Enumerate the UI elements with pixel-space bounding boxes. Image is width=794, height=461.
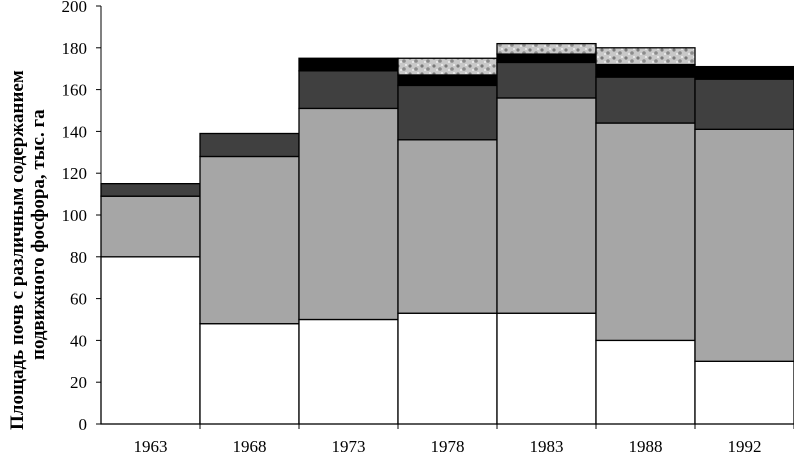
bar-segment-1963-series-1	[100, 256, 201, 425]
x-tick-label: 1988	[629, 437, 663, 456]
bar-segment-1973-series-4	[298, 57, 399, 72]
bar-segment-1983-series-5	[496, 42, 597, 55]
y-tick-label: 20	[70, 373, 87, 392]
bar-segment-1992-series-1	[694, 360, 794, 425]
y-tick-label: 100	[62, 206, 88, 225]
bar-segment-1978-series-1	[397, 312, 498, 425]
bar-segment-1988-series-5	[595, 47, 696, 66]
y-tick-label: 160	[62, 81, 88, 100]
bar-segment-1963-series-3	[100, 182, 201, 197]
bar-segment-1978-series-4	[397, 74, 498, 87]
y-axis-label: Площадь почв с различным содержанием под…	[7, 70, 49, 430]
bar-segment-1968-series-1	[199, 323, 300, 425]
bar-segment-1992-series-4	[694, 65, 794, 80]
x-tick-label: 1978	[431, 437, 465, 456]
bar-segment-1988-series-4	[595, 63, 696, 78]
bar-segment-1988-series-3	[595, 76, 696, 124]
bar-segment-1973-series-3	[298, 70, 399, 110]
bar-segment-1973-series-2	[298, 107, 399, 321]
bar-segment-1973-series-1	[298, 318, 399, 425]
bar-segment-1978-series-2	[397, 139, 498, 314]
y-tick-label: 60	[70, 290, 87, 309]
x-tick-label: 1992	[728, 437, 762, 456]
bar-segment-1992-series-3	[694, 78, 794, 130]
bar-segment-1963-series-2	[100, 195, 201, 258]
x-tick-label: 1968	[233, 437, 267, 456]
bar-segment-1968-series-2	[199, 155, 300, 325]
y-axis-label-line-1: Площадь почв с различным содержанием	[7, 70, 28, 430]
y-tick-label: 140	[62, 122, 88, 141]
bar-segment-1988-series-2	[595, 122, 696, 342]
bar-segment-1983-series-4	[496, 53, 597, 64]
x-tick-label: 1963	[134, 437, 168, 456]
y-tick-label: 0	[79, 415, 88, 434]
bar-segment-1983-series-1	[496, 312, 597, 425]
x-tick-label: 1983	[530, 437, 564, 456]
bar-segment-1983-series-3	[496, 61, 597, 99]
y-tick-label: 80	[70, 248, 87, 267]
bar-segment-1978-series-3	[397, 84, 498, 141]
bar-segment-1988-series-1	[595, 339, 696, 425]
bar-segment-1978-series-5	[397, 57, 498, 76]
x-tick-label: 1973	[332, 437, 366, 456]
y-tick-label: 40	[70, 331, 87, 350]
y-tick-label: 200	[62, 0, 88, 16]
bar-segment-1983-series-2	[496, 97, 597, 314]
y-axis-label-line-2: подвижного фосфора, тыс. га	[28, 109, 49, 360]
y-tick-label: 120	[62, 164, 88, 183]
bar-segment-1992-series-2	[694, 128, 794, 362]
bar-segment-1968-series-3	[199, 132, 300, 158]
y-tick-label: 180	[62, 39, 88, 58]
